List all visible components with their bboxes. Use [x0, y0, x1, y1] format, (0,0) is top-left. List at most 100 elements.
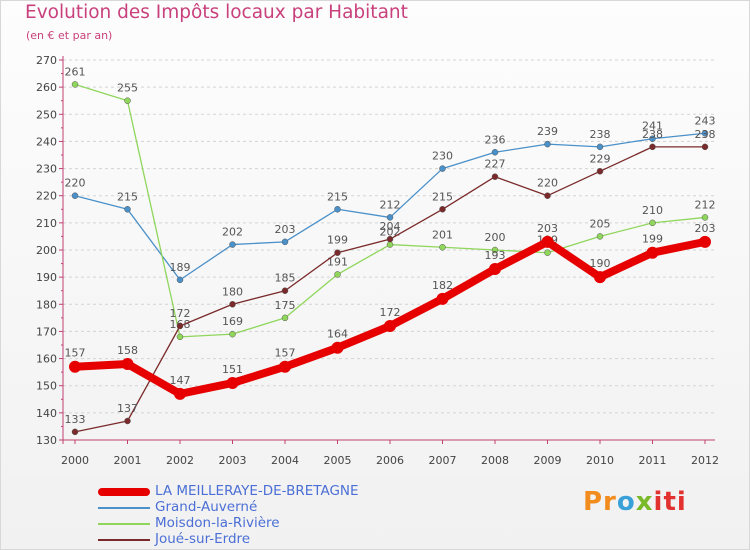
x-tick-label-2004: 2004: [271, 454, 299, 467]
data-point: [281, 238, 289, 246]
data-point: [69, 360, 81, 373]
data-label: 189: [170, 261, 191, 274]
legend-swatch: [98, 539, 150, 541]
x-tick-label-2000: 2000: [61, 454, 89, 467]
data-point: [491, 173, 499, 180]
data-label: 227: [485, 158, 506, 171]
data-label: 203: [537, 222, 558, 235]
data-label: 182: [432, 279, 453, 292]
data-point: [281, 287, 289, 294]
axes: [59, 56, 715, 444]
data-point: [489, 263, 501, 275]
y-tick-label-170: 170: [36, 325, 57, 338]
y-tick-label-210: 210: [36, 217, 57, 230]
data-label: 212: [695, 198, 716, 211]
x-tick-label-2006: 2006: [376, 454, 404, 467]
data-point: [71, 81, 79, 88]
data-label: 175: [275, 299, 296, 312]
data-point: [439, 165, 446, 172]
y-tick-label-190: 190: [36, 271, 57, 284]
data-point: [649, 135, 656, 142]
data-label: 133: [65, 413, 86, 426]
y-tick-label-160: 160: [36, 353, 57, 366]
data-point: [229, 301, 236, 308]
data-label: 202: [380, 226, 401, 239]
data-point: [596, 143, 604, 151]
data-point: [334, 206, 341, 213]
data-label: 151: [222, 363, 243, 376]
y-tick-label-270: 270: [36, 54, 57, 67]
data-label: 169: [222, 315, 243, 328]
legend-swatch: [98, 523, 150, 525]
data-point: [229, 241, 236, 248]
y-tick-label-220: 220: [36, 190, 57, 203]
data-label: 158: [117, 344, 138, 357]
data-label: 157: [275, 347, 296, 360]
series-2: 133 137 172 180 185 199 204 215 227 220 229 238 238: [65, 128, 716, 436]
legend-label: Joué-sur-Erdre: [155, 531, 251, 547]
x-tick-label-2012: 2012: [691, 454, 719, 467]
y-tick-label-240: 240: [36, 135, 57, 148]
data-point: [541, 235, 554, 248]
data-label: 172: [170, 307, 191, 320]
data-point: [386, 214, 394, 221]
data-point: [281, 314, 289, 322]
logo-part-o: o: [616, 487, 636, 517]
x-tick-label-2005: 2005: [324, 454, 352, 467]
data-label: 210: [642, 204, 663, 217]
data-label: 215: [432, 190, 453, 203]
data-point: [491, 149, 499, 156]
data-point: [544, 249, 551, 256]
data-point: [176, 322, 184, 330]
x-tick-label-2007: 2007: [429, 454, 457, 467]
chart-title: Evolution des Impôts locaux par Habitant: [25, 2, 408, 23]
data-point: [331, 341, 344, 354]
x-tick-label-2003: 2003: [219, 454, 247, 467]
data-label: 172: [380, 306, 401, 319]
data-label: 202: [222, 226, 243, 239]
logo-part-iti: iti: [653, 487, 687, 517]
x-tick-label-2001: 2001: [114, 454, 142, 467]
data-label: 164: [327, 328, 348, 341]
x-axis-ticks: 2000 2001 2002 2003 2004 2005 2006 2007 2008 2009…: [61, 454, 719, 467]
data-label: 180: [222, 285, 243, 298]
x-tick-label-2011: 2011: [639, 454, 667, 467]
data-point: [279, 360, 291, 373]
data-point: [334, 249, 341, 256]
line-chart: 130 140 150 160 170 180 190 200 210 220 230 240 250 2…: [36, 54, 719, 467]
data-label: 204: [380, 220, 401, 233]
grid-lines: [63, 59, 715, 441]
chart-subtitle: (en € et par an): [26, 29, 113, 42]
data-label: 201: [432, 228, 453, 241]
y-axis-ticks: 130 140 150 160 170 180 190 200 210 220 230 240 250 2…: [36, 54, 57, 447]
data-point: [596, 168, 604, 175]
data-label: 215: [327, 190, 348, 203]
data-label: 203: [695, 222, 716, 235]
y-tick-label-130: 130: [36, 434, 57, 447]
data-label: 203: [275, 223, 296, 236]
data-point: [176, 276, 184, 284]
data-label: 255: [117, 82, 138, 95]
data-point: [226, 377, 239, 389]
proxiti-logo: Proxiti: [583, 487, 687, 517]
y-tick-label-260: 260: [36, 81, 57, 94]
data-label: 230: [432, 150, 453, 163]
data-point: [229, 330, 236, 338]
data-point: [124, 97, 131, 104]
data-label: 147: [170, 374, 191, 387]
data-label: 157: [65, 347, 86, 360]
x-tick-label-2010: 2010: [586, 454, 614, 467]
data-label: 238: [590, 128, 611, 141]
data-point: [596, 233, 604, 240]
y-tick-label-180: 180: [36, 298, 57, 311]
legend-swatch: [98, 507, 150, 509]
data-point: [439, 244, 446, 251]
data-point: [176, 333, 184, 341]
data-point: [384, 320, 396, 332]
data-label: 190: [590, 257, 611, 270]
data-label: 212: [380, 198, 401, 211]
legend-swatch: [98, 488, 150, 496]
